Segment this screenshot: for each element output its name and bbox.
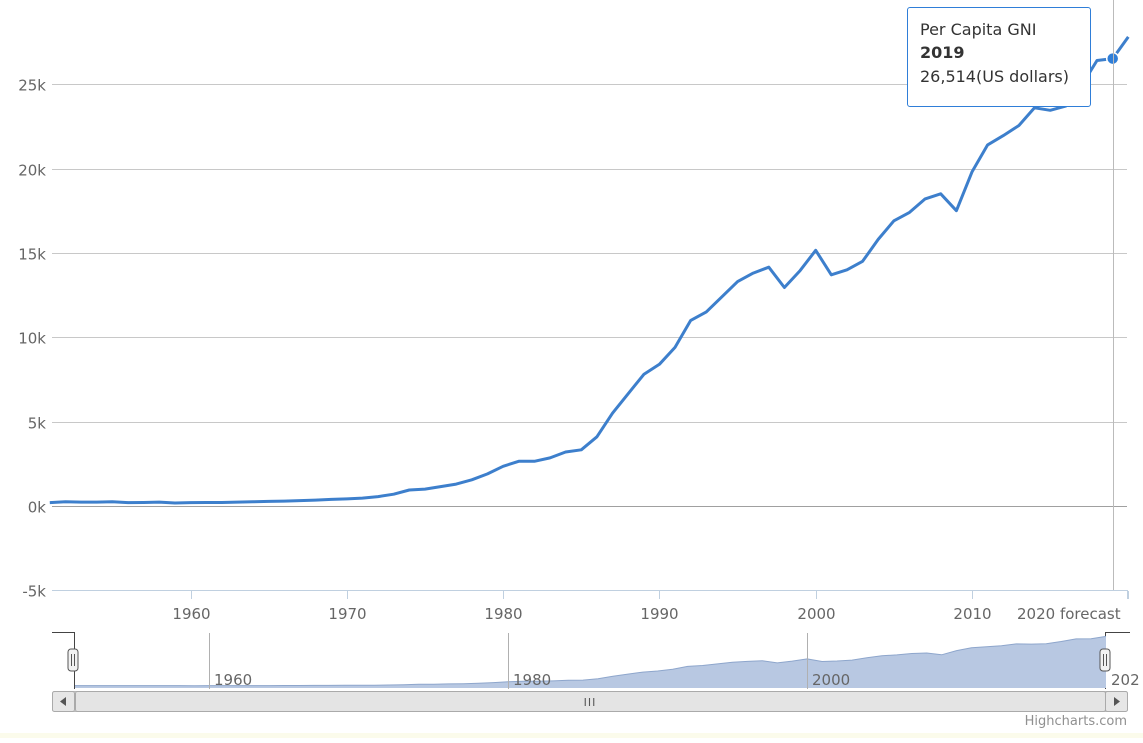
y-tick-label: 0k — [28, 499, 47, 517]
navigator-label: 1960 — [214, 671, 252, 689]
x-tick-label: 1970 — [328, 605, 366, 623]
scrollbar-grip: III — [584, 696, 597, 709]
x-tick-label: 1960 — [172, 605, 210, 623]
navigator-area — [75, 636, 1106, 688]
tooltip-value: 26,514(US dollars) — [920, 67, 1069, 86]
series-line — [49, 36, 1130, 505]
bottom-strip — [0, 733, 1143, 738]
navigator-label: 2000 — [812, 671, 850, 689]
navigator[interactable]: 1960 1980 2000 202 — [52, 632, 1140, 689]
arrow-right-icon — [1114, 697, 1120, 706]
axis-labels: -5k 0k 5k 10k 15k 20k 25k 1960 1970 1980 1990 2000 2… — [18, 77, 1121, 624]
x-tick-label: 2010 — [953, 605, 991, 623]
tooltip-year: 2019 — [920, 43, 965, 62]
arrow-left-icon — [60, 697, 66, 706]
navigator-line — [75, 635, 1107, 687]
highlight-point — [1105, 51, 1120, 66]
y-tick-label: 15k — [18, 246, 46, 264]
x-tick-label: 2020 forecast — [1017, 605, 1121, 623]
navigator-label: 1980 — [513, 671, 551, 689]
navigator-handle-left[interactable] — [67, 648, 79, 672]
scrollbar[interactable]: III — [52, 691, 1128, 712]
y-tick-label: 10k — [18, 330, 46, 348]
y-tick-label: 20k — [18, 162, 46, 180]
x-tick-label: 1980 — [484, 605, 522, 623]
series-layer — [49, 36, 1130, 505]
navigator-label: 202 — [1111, 671, 1140, 689]
tooltip: Per Capita GNI 2019 26,514(US dollars) — [907, 7, 1091, 107]
tooltip-series-name: Per Capita GNI — [920, 20, 1037, 39]
x-tick-label: 2000 — [797, 605, 835, 623]
y-tick-label: -5k — [22, 583, 46, 601]
y-tick-label: 5k — [28, 415, 47, 433]
grid-lines — [52, 84, 1129, 599]
credits-link[interactable]: Highcharts.com — [1024, 714, 1127, 729]
x-tick-label: 1990 — [640, 605, 678, 623]
y-tick-label: 25k — [18, 77, 46, 95]
navigator-handle-right[interactable] — [1099, 648, 1111, 672]
